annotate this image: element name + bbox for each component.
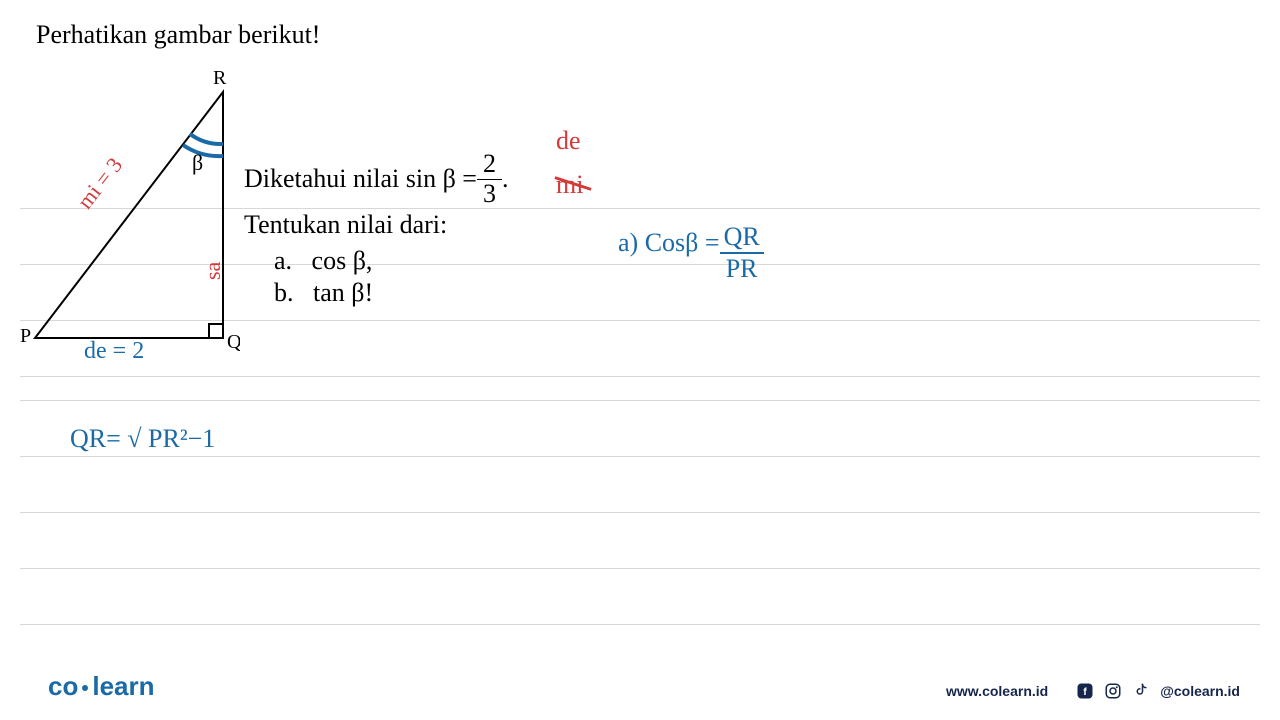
facebook-icon[interactable]: f	[1076, 682, 1094, 700]
annotation-base-de: de = 2	[84, 338, 144, 365]
given-fraction: 2 3	[477, 150, 502, 208]
angle-beta-label: β	[192, 150, 203, 175]
vertex-r-label: R	[213, 70, 227, 89]
work-fraction-qr-pr: QR PR	[720, 222, 764, 284]
given-suffix: .	[502, 164, 509, 194]
instagram-icon[interactable]	[1104, 682, 1122, 700]
ruled-line	[20, 512, 1260, 513]
ruled-line	[20, 456, 1260, 457]
ruled-line	[20, 376, 1260, 377]
ruled-line	[20, 624, 1260, 625]
given-prefix: Diketahui nilai sin β =	[244, 164, 477, 194]
tiktok-icon[interactable]	[1132, 682, 1150, 700]
work-qr-formula: QR= √ PR²−1	[70, 424, 215, 454]
annotation-de-numerator: de	[556, 126, 581, 156]
footer-right: www.colearn.id f @colearn.id	[946, 682, 1240, 700]
vertex-p-label: P	[20, 325, 31, 347]
brand-logo: colearn	[48, 671, 155, 702]
svg-text:f: f	[1083, 686, 1087, 698]
triangle-diagram: R P Q β	[20, 70, 240, 370]
annotation-mi-denominator: mi	[556, 170, 583, 200]
ruled-line	[20, 568, 1260, 569]
ruled-line	[20, 400, 1260, 401]
item-a: a. cos β,	[274, 246, 372, 276]
instruction-line: Tentukan nilai dari:	[244, 210, 447, 240]
vertex-q-label: Q	[227, 331, 240, 353]
brand-dot-icon	[82, 685, 88, 691]
problem-title: Perhatikan gambar berikut!	[36, 20, 320, 50]
footer-url[interactable]: www.colearn.id	[946, 683, 1048, 699]
footer-handle: @colearn.id	[1160, 683, 1240, 699]
given-line: Diketahui nilai sin β = 2 3 .	[244, 150, 508, 208]
item-b: b. tan β!	[274, 278, 373, 308]
annotation-side-sa: sa	[200, 262, 226, 280]
work-cos-beta: a) Cosβ = QR PR	[618, 222, 764, 284]
